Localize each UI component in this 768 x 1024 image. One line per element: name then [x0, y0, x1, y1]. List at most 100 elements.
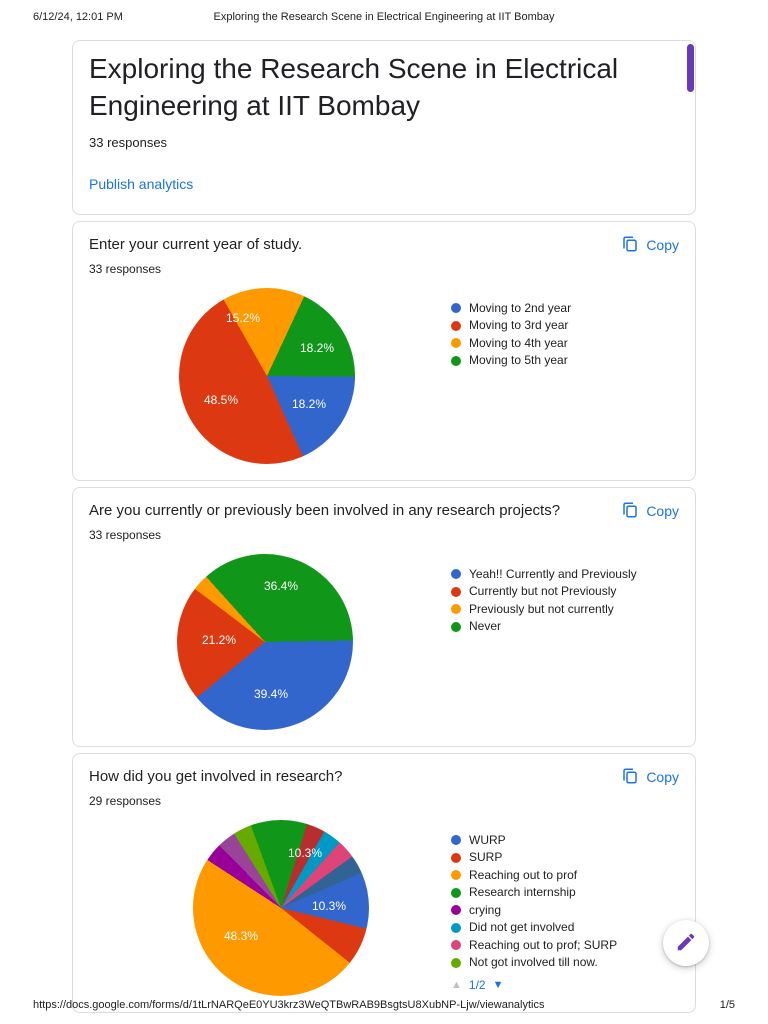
legend-label: Yeah!! Currently and Previously: [469, 566, 637, 581]
pie-chart-how-involved: 10.3% 48.3% 10.3%: [193, 819, 369, 996]
legend-color-dot: [451, 621, 461, 632]
legend-color-dot: [451, 870, 461, 881]
legend-label: Previously but not currently: [469, 601, 614, 616]
legend-label: Currently but not Previously: [469, 584, 617, 599]
pie-slice-label: 10.3%: [311, 898, 347, 913]
chart-area: 10.3% 48.3% 10.3% WURP SURP Reac: [89, 814, 679, 1002]
legend-label: crying: [469, 902, 502, 917]
legend-item: Reaching out to prof: [451, 869, 617, 882]
copy-icon: [621, 767, 639, 788]
legend-prev-icon[interactable]: ▲: [451, 978, 462, 991]
legend-color-dot: [451, 940, 461, 951]
pencil-icon: [675, 931, 697, 956]
chart-legend: WURP SURP Reaching out to prof Research …: [451, 834, 617, 969]
legend-item: Moving to 2nd year: [451, 302, 571, 315]
copy-icon: [621, 235, 639, 256]
scrollbar-thumb[interactable]: [687, 44, 694, 92]
legend-label: WURP: [469, 832, 506, 847]
legend-item: Moving to 5th year: [451, 354, 571, 367]
copy-button-label: Copy: [646, 237, 679, 254]
legend-label: Moving to 2nd year: [469, 300, 572, 315]
form-title: Exploring the Research Scene in Electric…: [89, 53, 619, 121]
legend-color-dot: [451, 303, 461, 314]
legend-color-dot: [451, 852, 461, 863]
legend-color-dot: [451, 604, 461, 615]
legend-label: Moving to 4th year: [469, 335, 568, 350]
legend-item: SURP: [451, 851, 617, 864]
pie-chart-year-of-study: 15.2% 48.5% 18.2% 18.2%: [179, 287, 355, 464]
pie-slice-label: 48.3%: [223, 928, 259, 943]
question-response-count: 33 responses: [89, 527, 162, 542]
copy-button[interactable]: Copy: [621, 235, 679, 256]
print-footer-url: https://docs.google.com/forms/d/1tLrNARQ…: [33, 999, 545, 1011]
legend-label: Moving to 3rd year: [469, 318, 569, 333]
legend-item: Currently but not Previously: [451, 585, 637, 598]
legend-pagination: ▲ 1/2 ▼: [451, 978, 503, 992]
legend-label: Did not get involved: [469, 920, 575, 935]
legend-color-dot: [451, 957, 461, 968]
print-header: Exploring the Research Scene in Electric…: [0, 11, 768, 23]
legend-label: Not got involved till now.: [469, 955, 598, 970]
question-card-year-of-study: Enter your current year of study. 33 res…: [72, 220, 696, 481]
legend-item: Never: [451, 620, 637, 633]
copy-button-label: Copy: [646, 769, 679, 786]
legend-label: Never: [469, 619, 502, 634]
legend-label: Reaching out to prof; SURP: [469, 937, 618, 952]
print-header-title: Exploring the Research Scene in Electric…: [213, 11, 555, 23]
legend-item: WURP: [451, 834, 617, 847]
print-footer: https://docs.google.com/forms/d/1tLrNARQ…: [33, 999, 735, 1011]
chart-area: 15.2% 48.5% 18.2% 18.2% Moving to 2nd ye…: [89, 282, 679, 470]
legend-color-dot: [451, 320, 461, 331]
question-card-how-involved: How did you get involved in research? 29…: [72, 752, 696, 1013]
legend-label: Research internship: [469, 885, 576, 900]
form-analytics-content: Exploring the Research Scene in Electric…: [72, 40, 696, 1019]
legend-label: SURP: [469, 850, 503, 865]
legend-color-dot: [451, 355, 461, 366]
pie-slice-label: 36.4%: [263, 578, 299, 593]
legend-color-dot: [451, 835, 461, 846]
legend-next-icon[interactable]: ▼: [492, 978, 504, 991]
legend-color-dot: [451, 586, 461, 597]
legend-color-dot: [451, 887, 461, 898]
print-header-datetime: 6/12/24, 12:01 PM: [33, 11, 123, 23]
legend-color-dot: [451, 569, 461, 580]
pie-slice-label: 48.5%: [203, 392, 239, 407]
pie-slice-label: 39.4%: [253, 686, 289, 701]
legend-item: Reaching out to prof; SURP: [451, 939, 617, 952]
question-title: How did you get involved in research?: [89, 767, 343, 785]
legend-item: Previously but not currently: [451, 603, 637, 616]
legend-page-indicator: 1/2: [468, 977, 486, 992]
legend-item: Moving to 4th year: [451, 337, 571, 350]
question-card-research-involvement: Are you currently or previously been inv…: [72, 486, 696, 747]
legend-item: Yeah!! Currently and Previously: [451, 568, 637, 581]
form-response-count: 33 responses: [89, 134, 168, 150]
legend-item: Research internship: [451, 886, 617, 899]
question-response-count: 33 responses: [89, 261, 162, 276]
print-footer-page: 1/5: [719, 999, 735, 1011]
copy-button[interactable]: Copy: [621, 501, 679, 522]
legend-item: crying: [451, 904, 617, 917]
form-header-card: Exploring the Research Scene in Electric…: [72, 40, 696, 215]
copy-button[interactable]: Copy: [621, 767, 679, 788]
pie-chart-research-involvement: 36.4% 21.2% 39.4%: [177, 553, 353, 730]
pie-slice-label: 21.2%: [201, 632, 237, 647]
legend-color-dot: [451, 338, 461, 349]
chart-area: 36.4% 21.2% 39.4% Yeah!! Currently and P…: [89, 548, 679, 736]
question-title: Are you currently or previously been inv…: [89, 501, 561, 519]
legend-item: Did not get involved: [451, 921, 617, 934]
legend-label: Moving to 5th year: [469, 353, 568, 368]
edit-form-button[interactable]: [663, 920, 709, 966]
legend-label: Reaching out to prof: [469, 867, 578, 882]
question-response-count: 29 responses: [89, 793, 162, 808]
pie-slice-label: 18.2%: [299, 340, 335, 355]
legend-item: Not got involved till now.: [451, 956, 617, 969]
chart-legend: Yeah!! Currently and Previously Currentl…: [451, 568, 637, 633]
chart-legend: Moving to 2nd year Moving to 3rd year Mo…: [451, 302, 571, 367]
question-title: Enter your current year of study.: [89, 235, 303, 253]
pie-slice-label: 18.2%: [291, 396, 327, 411]
copy-icon: [621, 501, 639, 522]
publish-analytics-link[interactable]: Publish analytics: [89, 175, 194, 192]
legend-item: Moving to 3rd year: [451, 319, 571, 332]
pie-slice-label: 15.2%: [225, 310, 261, 325]
pie-slice-label: 10.3%: [287, 845, 323, 860]
